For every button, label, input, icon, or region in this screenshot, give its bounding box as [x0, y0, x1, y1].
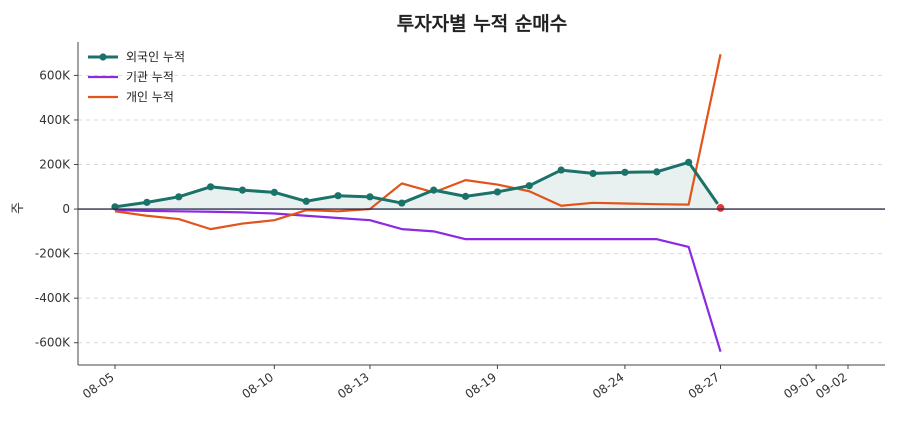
legend-label: 기관 누적 — [126, 70, 174, 84]
y-tick-label: 400K — [39, 113, 71, 127]
y-axis-label: 주 — [11, 202, 26, 214]
series-area-fill — [115, 162, 721, 210]
data-point — [430, 186, 438, 194]
data-point — [653, 168, 661, 176]
series-line — [114, 160, 722, 209]
legend-label: 외국인 누적 — [126, 50, 185, 64]
area-fill-layer — [115, 162, 721, 210]
last-point-marker — [715, 202, 726, 214]
data-point — [461, 192, 470, 200]
y-tick-label: 200K — [39, 158, 71, 172]
legend-label: 개인 누적 — [126, 90, 174, 104]
data-point — [366, 193, 374, 201]
y-tick-label: -400K — [35, 291, 71, 305]
x-tick-label: 08-05 — [80, 370, 117, 401]
series-line — [114, 54, 722, 231]
chart-title: 투자자별 누적 순매수 — [397, 13, 568, 35]
x-tick-label: 08-10 — [239, 370, 276, 401]
y-tick-label: 600K — [39, 68, 71, 82]
series-layer — [111, 54, 726, 352]
series-line — [114, 209, 722, 352]
x-tick-label: 09-02 — [813, 370, 850, 401]
data-point — [557, 166, 565, 174]
data-point — [207, 183, 215, 191]
grid — [78, 74, 885, 344]
y-tick-label: 0 — [62, 202, 70, 216]
x-tick-label: 08-19 — [463, 370, 500, 401]
x-tick-label: 09-01 — [781, 370, 818, 401]
data-point — [302, 197, 310, 205]
data-point — [493, 188, 502, 196]
x-tick-label: 08-13 — [335, 370, 372, 401]
data-point — [621, 168, 629, 176]
data-point — [143, 198, 151, 206]
data-point — [334, 192, 342, 200]
data-point — [238, 186, 247, 194]
y-tick-label: -200K — [35, 247, 71, 261]
data-point — [685, 158, 693, 166]
data-point — [175, 193, 183, 201]
x-tick-label: 08-24 — [590, 370, 627, 401]
y-tick-label: -600K — [35, 336, 71, 350]
legend-marker — [99, 53, 107, 61]
data-point — [589, 169, 597, 178]
data-point — [270, 188, 278, 196]
data-point — [525, 182, 533, 190]
data-point — [398, 199, 406, 207]
x-tick-label: 08-27 — [686, 370, 723, 401]
